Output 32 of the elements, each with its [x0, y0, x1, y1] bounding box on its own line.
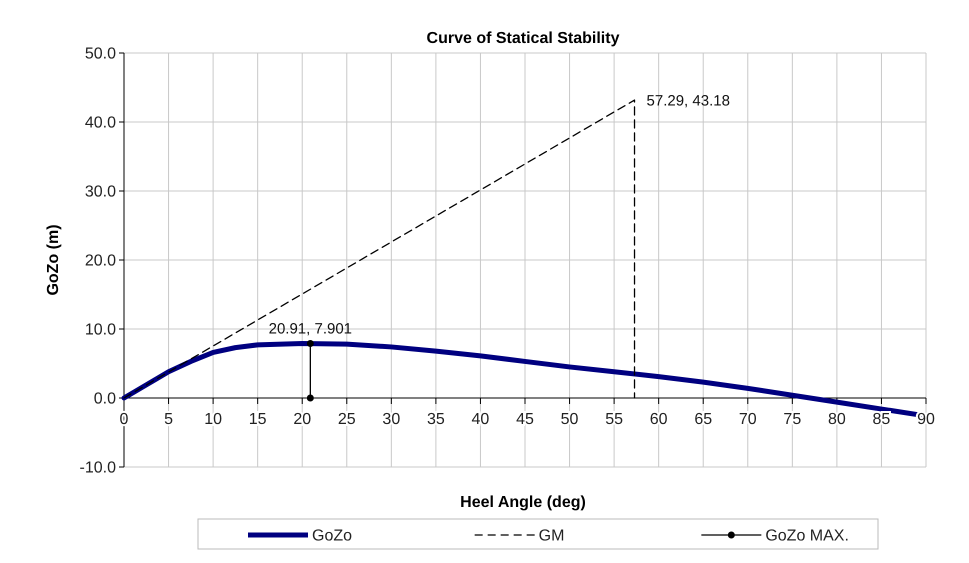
- x-tick-label: 60: [650, 411, 668, 428]
- x-tick-label: 45: [516, 411, 534, 428]
- x-tick-label: 35: [426, 411, 445, 428]
- y-tick-label: 20.0: [84, 252, 116, 270]
- x-tick-label: 80: [828, 411, 846, 428]
- legend-label: GoZo: [312, 528, 352, 545]
- legend-label: GoZo MAX.: [765, 528, 849, 545]
- chart-title: Curve of Statical Stability: [426, 30, 620, 47]
- x-tick-label: 25: [338, 411, 356, 428]
- y-tick-label: 50.0: [84, 46, 116, 63]
- x-tick-label: 50: [560, 411, 579, 428]
- x-tick-label: 75: [783, 411, 802, 428]
- x-tick-label: 15: [248, 411, 267, 428]
- annotation: 57.29, 43.18: [646, 92, 730, 110]
- x-tick-label: 30: [382, 411, 400, 428]
- x-tick-label: 85: [872, 411, 890, 428]
- y-tick-label: 0.0: [94, 390, 116, 408]
- x-tick-label: 55: [605, 411, 624, 428]
- y-tick-label: 40.0: [84, 114, 116, 132]
- legend-label: GM: [538, 528, 564, 545]
- x-tick-label: 40: [472, 411, 490, 428]
- x-tick-label: 65: [694, 411, 712, 428]
- x-axis-title: Heel Angle (deg): [460, 494, 586, 511]
- y-tick-label: 30.0: [84, 184, 116, 201]
- annotation: 20.91, 7.901: [268, 320, 352, 338]
- y-tick-label: -10.0: [80, 460, 116, 477]
- x-tick-label: 70: [738, 411, 757, 428]
- y-tick-label: 10.0: [84, 322, 116, 339]
- x-tick-label: 5: [164, 411, 174, 428]
- x-tick-label: 10: [204, 411, 222, 428]
- x-tick-label: 20: [293, 411, 312, 428]
- y-axis-title: GoZo (m): [45, 224, 62, 296]
